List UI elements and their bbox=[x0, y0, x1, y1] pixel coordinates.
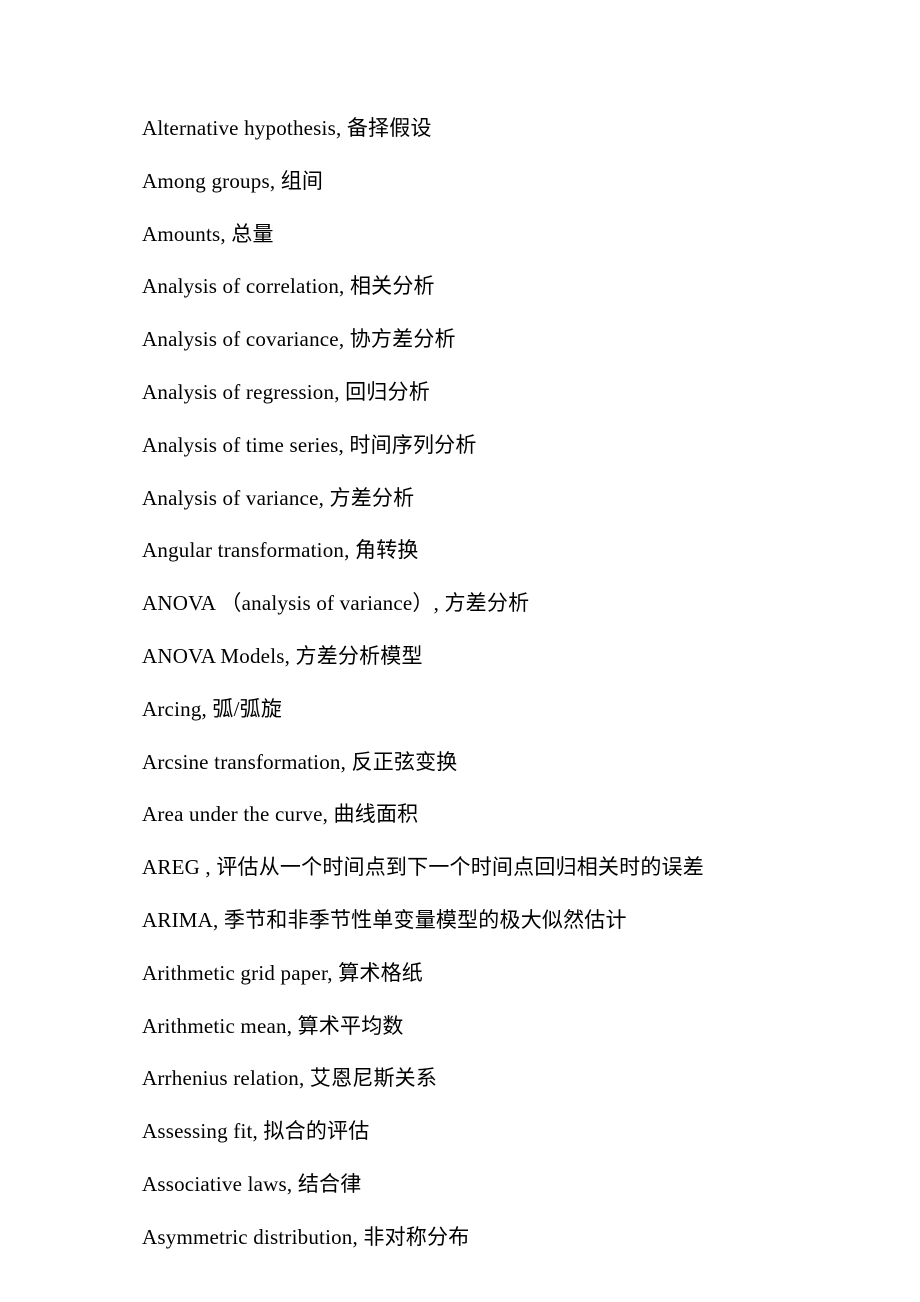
glossary-entry: Amounts, 总量 bbox=[142, 221, 920, 248]
glossary-entry: ANOVA Models, 方差分析模型 bbox=[142, 643, 920, 670]
glossary-entry: Arcing, 弧/弧旋 bbox=[142, 696, 920, 723]
glossary-entry: Analysis of regression, 回归分析 bbox=[142, 379, 920, 406]
glossary-entry: Arrhenius relation, 艾恩尼斯关系 bbox=[142, 1065, 920, 1092]
glossary-entry: Analysis of covariance, 协方差分析 bbox=[142, 326, 920, 353]
glossary-entry: ANOVA （analysis of variance）, 方差分析 bbox=[142, 590, 920, 617]
glossary-entry: Angular transformation, 角转换 bbox=[142, 537, 920, 564]
glossary-list: Alternative hypothesis, 备择假设 Among groups… bbox=[142, 115, 920, 1251]
document-page: Alternative hypothesis, 备择假设 Among groups… bbox=[0, 0, 920, 1251]
glossary-entry: Area under the curve, 曲线面积 bbox=[142, 801, 920, 828]
glossary-entry: Analysis of correlation, 相关分析 bbox=[142, 273, 920, 300]
glossary-entry: Assessing fit, 拟合的评估 bbox=[142, 1118, 920, 1145]
glossary-entry: AREG , 评估从一个时间点到下一个时间点回归相关时的误差 bbox=[142, 854, 920, 881]
glossary-entry: Analysis of variance, 方差分析 bbox=[142, 485, 920, 512]
glossary-entry: Arithmetic mean, 算术平均数 bbox=[142, 1013, 920, 1040]
glossary-entry: Asymmetric distribution, 非对称分布 bbox=[142, 1224, 920, 1251]
glossary-entry: ARIMA, 季节和非季节性单变量模型的极大似然估计 bbox=[142, 907, 920, 934]
glossary-entry: Arithmetic grid paper, 算术格纸 bbox=[142, 960, 920, 987]
glossary-entry: Arcsine transformation, 反正弦变换 bbox=[142, 749, 920, 776]
glossary-entry: Among groups, 组间 bbox=[142, 168, 920, 195]
glossary-entry: Associative laws, 结合律 bbox=[142, 1171, 920, 1198]
glossary-entry: Analysis of time series, 时间序列分析 bbox=[142, 432, 920, 459]
glossary-entry: Alternative hypothesis, 备择假设 bbox=[142, 115, 920, 142]
